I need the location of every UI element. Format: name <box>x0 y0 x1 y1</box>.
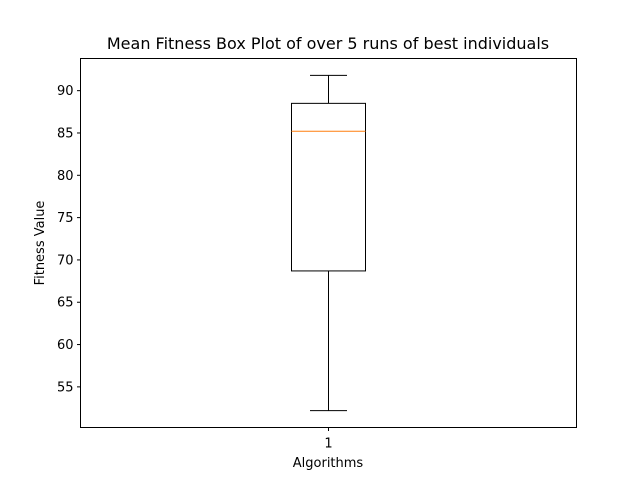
y-tick-label: 85 <box>57 126 74 141</box>
iqr-box <box>291 102 366 272</box>
y-axis: 55 60 65 70 75 80 85 90 <box>57 84 81 395</box>
box-series <box>291 74 366 412</box>
x-axis-label: Algorithms <box>293 456 364 471</box>
chart-title: Mean Fitness Box Plot of over 5 runs of … <box>107 34 549 53</box>
y-tick-label: 75 <box>57 211 74 226</box>
y-axis-label: Fitness Value <box>33 201 48 286</box>
y-tick-label: 55 <box>57 380 74 395</box>
x-axis: 1 <box>324 427 333 452</box>
y-tick-label: 80 <box>57 169 74 184</box>
x-tick-label: 1 <box>324 437 332 452</box>
y-tick-label: 60 <box>57 338 74 353</box>
y-tick-label: 65 <box>57 296 74 311</box>
y-tick-label: 90 <box>57 84 74 99</box>
y-tick-label: 70 <box>57 253 74 268</box>
